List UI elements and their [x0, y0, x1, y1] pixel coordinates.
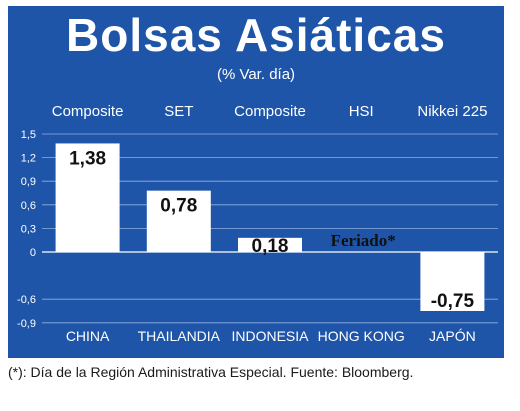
index-name-label: Nikkei 225 — [417, 103, 487, 120]
bar — [146, 190, 211, 252]
data-label: 0,18 — [252, 236, 289, 257]
chart-title: Bolsas Asiáticas — [66, 9, 446, 61]
bar-chart: 1,5 1,2 0,9 0,6 0,3 0 -0,6 -0,9 Composite CHINA 1,… — [17, 103, 498, 344]
y-tick-label: 0,3 — [21, 223, 36, 235]
category-label: INDONESIA — [231, 328, 309, 344]
y-tick-label: 0,9 — [21, 176, 36, 188]
footnote: (*): Día de la Región Administrativa Esp… — [8, 364, 414, 380]
y-tick-label: 1,2 — [21, 153, 36, 165]
bar — [420, 252, 485, 311]
category-label: JAPÓN — [429, 328, 476, 344]
category-label: HONG KONG — [318, 328, 405, 344]
index-name-label: SET — [164, 103, 193, 120]
index-name-label: Composite — [234, 103, 306, 120]
y-tick-label: 0 — [30, 247, 36, 259]
bar — [55, 143, 120, 252]
bar — [238, 237, 302, 252]
data-label: -0,75 — [431, 291, 475, 312]
y-tick-label: -0,6 — [17, 294, 36, 306]
index-name-label: HSI — [349, 103, 374, 120]
chart-subtitle: (% Var. día) — [216, 66, 296, 83]
data-label: Feriado* — [331, 231, 396, 250]
y-tick-label: 1,5 — [21, 129, 36, 141]
category-label: CHINA — [66, 328, 110, 344]
data-label: 0,78 — [160, 196, 197, 217]
index-name-label: Composite — [52, 103, 124, 120]
data-label: 1,38 — [69, 148, 106, 169]
y-tick-label: -0,9 — [17, 318, 36, 330]
category-label: THAILANDIA — [138, 328, 221, 344]
y-tick-label: 0,6 — [21, 200, 36, 212]
